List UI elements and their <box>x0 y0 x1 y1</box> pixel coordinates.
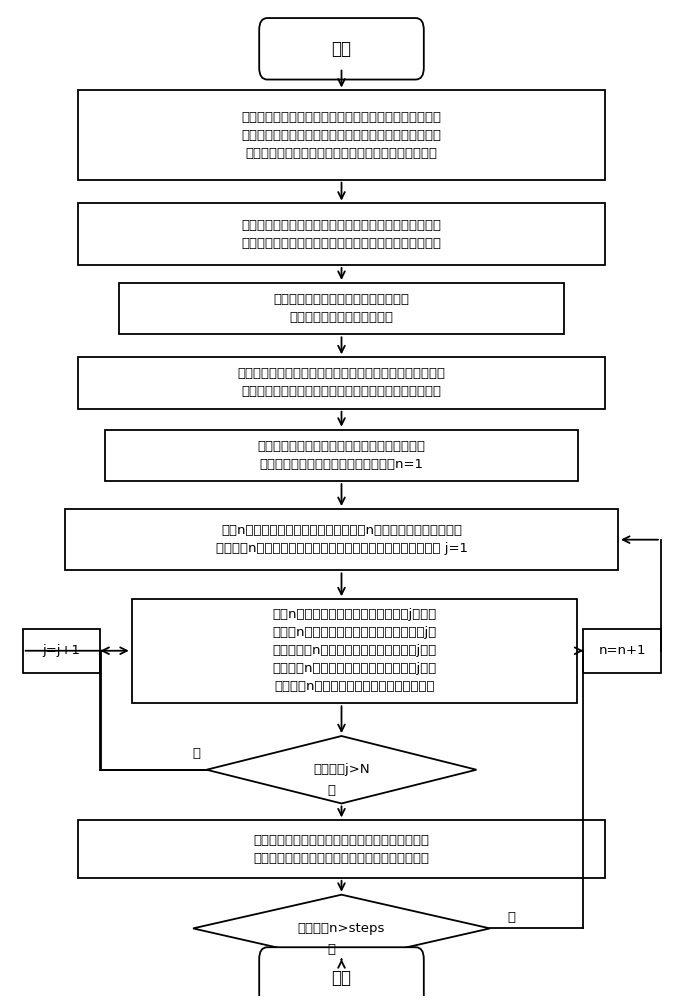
Text: 是: 是 <box>327 943 335 956</box>
Text: n=n+1: n=n+1 <box>598 644 646 657</box>
FancyBboxPatch shape <box>259 18 424 80</box>
Bar <box>79 203 604 265</box>
Text: 更新n时刻的辅助变量的形状参数、第j次迭代
得到的n时刻的状态变量的预测协方差、第j次
迭代得到的n时刻的状态变量的均值、第j次迭
代得到的n时刻的状态变量的协: 更新n时刻的辅助变量的形状参数、第j次迭代 得到的n时刻的状态变量的预测协方差、… <box>273 608 436 693</box>
Text: 在卡尔曼滤波的基础上引入辅助变量，
得到服从学生分布的预测分布: 在卡尔曼滤波的基础上引入辅助变量， 得到服从学生分布的预测分布 <box>273 293 410 324</box>
Polygon shape <box>206 736 477 803</box>
Bar <box>79 820 604 878</box>
Bar <box>132 599 577 703</box>
Text: 将线性化的连续发酵过程的状态方程和系统测量方程所描
述的连续状态空间表达式离散化，得到离散状态空间模型: 将线性化的连续发酵过程的状态方程和系统测量方程所描 述的连续状态空间表达式离散化… <box>242 219 441 250</box>
Bar <box>119 283 564 334</box>
Bar <box>583 629 661 673</box>
Bar <box>23 629 100 673</box>
Text: 建立连续发酵过程的三变量数学模型和连续发酵过程的状
态方程，利用泰勒级数展开连续发酵过程的状态方程得到
线性化的连续发酵过程的状态方程，建立系统测量方程: 建立连续发酵过程的三变量数学模型和连续发酵过程的状 态方程，利用泰勒级数展开连续… <box>242 111 441 160</box>
Text: 设定系统初始参数，总运行步数和每一步迭代的
总次数，始化离散状态空间的时间索引n=1: 设定系统初始参数，总运行步数和每一步迭代的 总次数，始化离散状态空间的时间索引n… <box>257 440 426 471</box>
Bar <box>105 430 578 481</box>
Polygon shape <box>193 895 490 962</box>
Text: 输出当前时刻的状态变量的均值、状态变量的协方
差、辅助变量的形状参数和辅助变量的逆尺度参数: 输出当前时刻的状态变量的均值、状态变量的协方 差、辅助变量的形状参数和辅助变量的… <box>253 834 430 865</box>
FancyBboxPatch shape <box>259 947 424 1000</box>
Bar <box>79 90 604 180</box>
Text: 否: 否 <box>193 747 200 760</box>
Bar <box>65 509 618 570</box>
Text: j=j+1: j=j+1 <box>42 644 81 657</box>
Text: 否: 否 <box>507 911 516 924</box>
Text: 是否满足n>steps: 是否满足n>steps <box>298 922 385 935</box>
Text: 使用变分贝叶斯理论将每一时刻下的系统状态和辅助变量的
联合后验概率密度函数用两个独立的概率密度函数来表示: 使用变分贝叶斯理论将每一时刻下的系统状态和辅助变量的 联合后验概率密度函数用两个… <box>238 367 445 398</box>
Text: 预测n时刻的状态预测均值和伽马分布的n时刻的辅助变量的预测形
状参数、n时刻的辅助变量的预测逆尺度参数，初始化迭代次数 j=1: 预测n时刻的状态预测均值和伽马分布的n时刻的辅助变量的预测形 状参数、n时刻的辅… <box>216 524 467 555</box>
Text: 开始: 开始 <box>331 40 352 58</box>
Bar <box>79 357 604 409</box>
Text: 结束: 结束 <box>331 969 352 987</box>
Text: 是否满足j>N: 是否满足j>N <box>313 763 370 776</box>
Text: 是: 是 <box>327 784 335 797</box>
